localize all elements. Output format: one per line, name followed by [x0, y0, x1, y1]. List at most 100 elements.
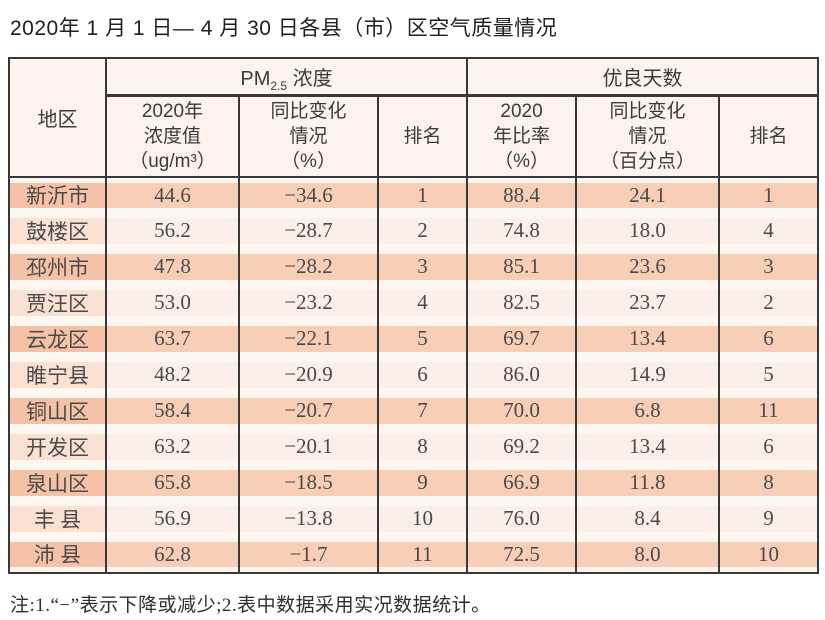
- table-row: 贾汪区 53.0 −23.2 4 82.5 23.7 2: [9, 284, 819, 321]
- good-change-cell: 6.8: [575, 392, 720, 429]
- good-rank-cell: 3: [718, 248, 819, 285]
- table-row: 鼓楼区 56.2 −28.7 2 74.8 18.0 4: [9, 212, 819, 249]
- region-column-header: 地区: [9, 58, 106, 178]
- good-change-cell: 14.9: [575, 356, 720, 393]
- good-rank-cell: 1: [718, 176, 819, 213]
- good-rank-cell: 8: [718, 464, 819, 501]
- table-row: 邳州市 47.8 −28.2 3 85.1 23.6 3: [9, 248, 819, 285]
- pm-rank-cell: 9: [376, 464, 468, 501]
- good-ratio-cell: 72.5: [466, 536, 577, 573]
- pm-rank-header: 排名: [376, 95, 468, 178]
- table-header: 地区 PM2.5 浓度 优良天数 2020年 浓度值 （ug/m³） 同比变化 …: [9, 58, 819, 178]
- pm-value-cell: 62.8: [105, 536, 239, 573]
- good-rank-cell: 6: [718, 320, 819, 357]
- pm-change-cell: −1.7: [238, 536, 378, 573]
- pm-change-header: 同比变化 情况 （%）: [238, 95, 378, 178]
- good-change-cell: 24.1: [575, 176, 720, 213]
- pm25-label-suffix: 浓度: [287, 67, 333, 90]
- pm25-label-subscript: 2.5: [270, 78, 288, 93]
- pm-value-cell: 63.2: [105, 428, 239, 465]
- pm-change-cell: −34.6: [238, 176, 378, 213]
- good-change-cell: 13.4: [575, 320, 720, 357]
- good-change-cell: 23.6: [575, 248, 720, 285]
- pm-rank-cell: 3: [376, 248, 468, 285]
- good-ratio-cell: 82.5: [466, 284, 577, 321]
- good-rank-cell: 9: [718, 500, 819, 537]
- good-change-cell: 8.4: [575, 500, 720, 537]
- pm-value-cell: 44.6: [105, 176, 239, 213]
- good-ratio-cell: 76.0: [466, 500, 577, 537]
- table-row: 睢宁县 48.2 −20.9 6 86.0 14.9 5: [9, 356, 819, 393]
- pm-rank-cell: 11: [376, 536, 468, 573]
- region-cell: 新沂市: [9, 176, 106, 213]
- pm-change-cell: −20.9: [238, 356, 378, 393]
- pm25-label-prefix: PM: [240, 67, 271, 90]
- pm-change-cell: −20.1: [238, 428, 378, 465]
- good-ratio-cell: 74.8: [466, 212, 577, 249]
- pm-value-cell: 56.9: [105, 500, 239, 537]
- good-rank-cell: 5: [718, 356, 819, 393]
- table-body: 新沂市 44.6 −34.6 1 88.4 24.1 1 鼓楼区 56.2 −28.7 2 74.8 1…: [9, 176, 819, 573]
- pm-rank-cell: 4: [376, 284, 468, 321]
- air-quality-table: 地区 PM2.5 浓度 优良天数 2020年 浓度值 （ug/m³） 同比变化 …: [8, 57, 820, 574]
- pm-value-cell: 58.4: [105, 392, 239, 429]
- pm-value-cell: 56.2: [105, 212, 239, 249]
- page-title: 2020年 1 月 1 日— 4 月 30 日各县（市）区空气质量情况: [10, 17, 558, 40]
- good-ratio-cell: 86.0: [466, 356, 577, 393]
- region-cell: 贾汪区: [9, 284, 106, 321]
- good-change-header: 同比变化 情况 （百分点）: [575, 95, 720, 178]
- good-change-cell: 23.7: [575, 284, 720, 321]
- table-row: 泉山区 65.8 −18.5 9 66.9 11.8 8: [9, 464, 819, 501]
- pm-rank-cell: 1: [376, 176, 468, 213]
- region-cell: 沛 县: [9, 536, 106, 573]
- pm-rank-cell: 6: [376, 356, 468, 393]
- pm-change-cell: −22.1: [238, 320, 378, 357]
- good-ratio-cell: 69.2: [466, 428, 577, 465]
- pm-change-cell: −18.5: [238, 464, 378, 501]
- table-row: 开发区 63.2 −20.1 8 69.2 13.4 6: [9, 428, 819, 465]
- good-rank-cell: 6: [718, 428, 819, 465]
- region-cell: 鼓楼区: [9, 212, 106, 249]
- pm-change-cell: −28.7: [238, 212, 378, 249]
- pm-value-cell: 47.8: [105, 248, 239, 285]
- good-rank-cell: 4: [718, 212, 819, 249]
- footnote: 注:1.“−”表示下降或减少;2.表中数据采用实况数据统计。: [10, 594, 491, 616]
- good-ratio-cell: 69.7: [466, 320, 577, 357]
- pm-change-cell: −13.8: [238, 500, 378, 537]
- region-cell: 云龙区: [9, 320, 106, 357]
- table-row: 云龙区 63.7 −22.1 5 69.7 13.4 6: [9, 320, 819, 357]
- pm-rank-cell: 5: [376, 320, 468, 357]
- good-ratio-cell: 85.1: [466, 248, 577, 285]
- good-change-cell: 18.0: [575, 212, 720, 249]
- pm-value-header: 2020年 浓度值 （ug/m³）: [105, 95, 239, 178]
- pm-rank-cell: 8: [376, 428, 468, 465]
- pm-value-cell: 53.0: [105, 284, 239, 321]
- good-change-cell: 8.0: [575, 536, 720, 573]
- good-rank-cell: 11: [718, 392, 819, 429]
- pm-value-cell: 63.7: [105, 320, 239, 357]
- table-row: 铜山区 58.4 −20.7 7 70.0 6.8 11: [9, 392, 819, 429]
- table-row: 沛 县 62.8 −1.7 11 72.5 8.0 10: [9, 536, 819, 573]
- pm25-group-header: PM2.5 浓度: [104, 58, 468, 97]
- good-days-group-header: 优良天数: [466, 58, 819, 97]
- good-rank-cell: 2: [718, 284, 819, 321]
- good-ratio-cell: 70.0: [466, 392, 577, 429]
- pm-change-cell: −20.7: [238, 392, 378, 429]
- pm-change-cell: −28.2: [238, 248, 378, 285]
- pm-rank-cell: 2: [376, 212, 468, 249]
- region-cell: 铜山区: [9, 392, 106, 429]
- pm-value-cell: 48.2: [105, 356, 239, 393]
- good-rank-cell: 10: [718, 536, 819, 573]
- good-ratio-cell: 66.9: [466, 464, 577, 501]
- good-ratio-cell: 88.4: [466, 176, 577, 213]
- region-cell: 邳州市: [9, 248, 106, 285]
- good-change-cell: 13.4: [575, 428, 720, 465]
- pm-value-cell: 65.8: [105, 464, 239, 501]
- table-row: 丰 县 56.9 −13.8 10 76.0 8.4 9: [9, 500, 819, 537]
- good-rank-header: 排名: [718, 95, 819, 178]
- pm-change-cell: −23.2: [238, 284, 378, 321]
- region-cell: 睢宁县: [9, 356, 106, 393]
- group-header-row: 地区 PM2.5 浓度 优良天数: [9, 58, 819, 178]
- region-cell: 泉山区: [9, 464, 106, 501]
